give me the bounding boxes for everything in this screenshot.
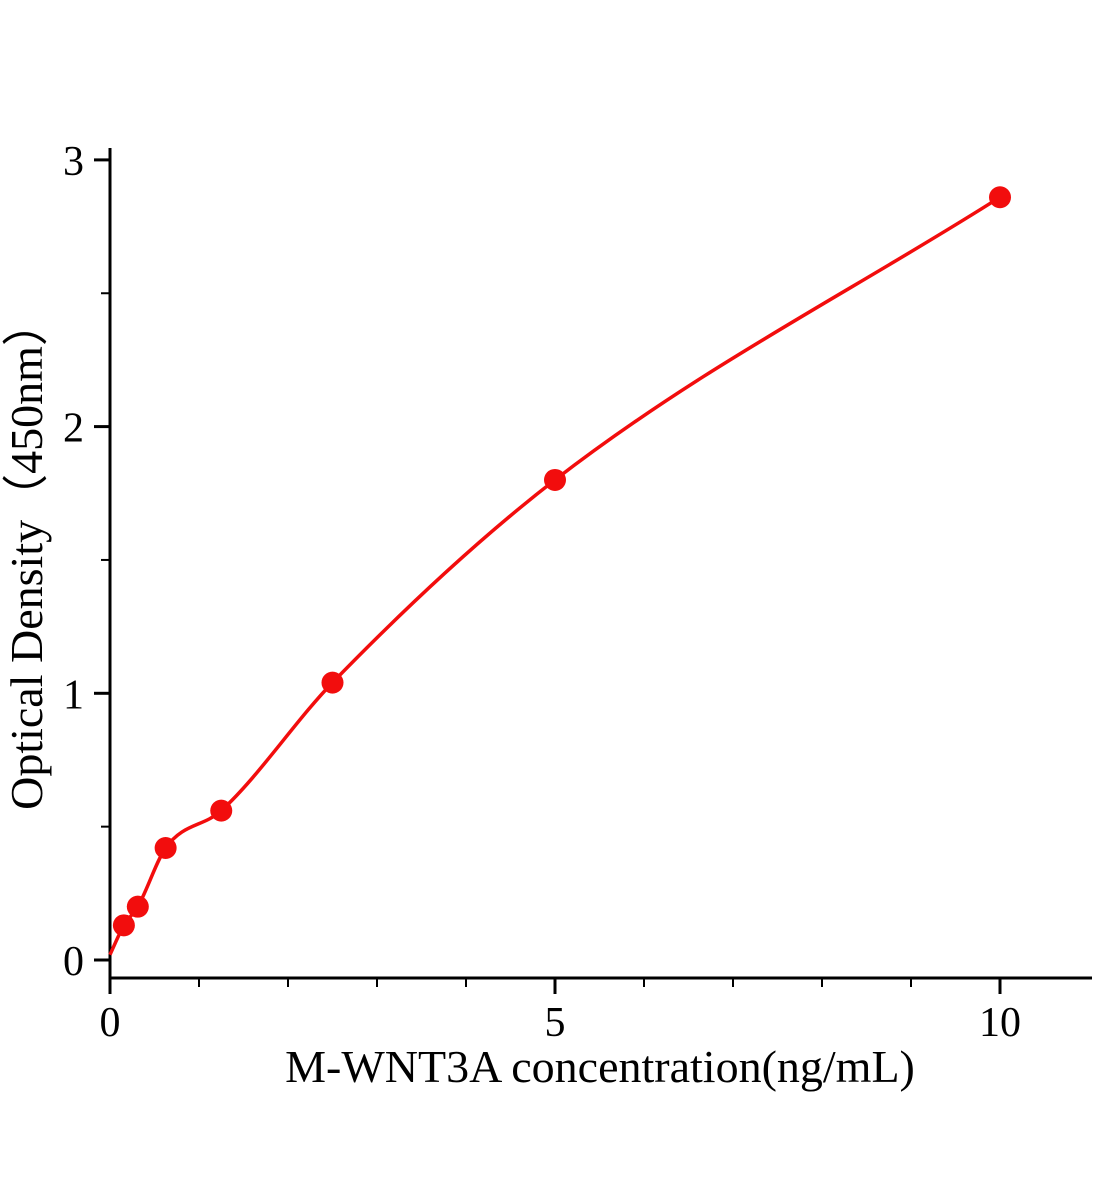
y-axis-title: Optical Density（450nm） bbox=[1, 300, 52, 810]
y-tick-label: 3 bbox=[63, 139, 84, 185]
data-point bbox=[126, 895, 149, 918]
y-tick-label: 2 bbox=[63, 406, 84, 452]
x-tick-label: 5 bbox=[545, 1000, 566, 1046]
y-tick-label: 1 bbox=[63, 672, 84, 718]
data-point bbox=[321, 671, 344, 694]
fit-curve bbox=[108, 195, 1001, 956]
x-axis-title: M-WNT3A concentration(ng/mL) bbox=[285, 1041, 915, 1092]
data-point bbox=[112, 914, 135, 937]
data-point bbox=[210, 799, 233, 822]
data-point bbox=[154, 836, 177, 859]
chart-plot-layer: 0 5 10 0 1 2 3 bbox=[63, 139, 1092, 1046]
x-tick-label: 10 bbox=[979, 1000, 1021, 1046]
y-tick-label: 0 bbox=[63, 939, 84, 985]
data-point bbox=[989, 186, 1011, 209]
x-tick-label: 0 bbox=[100, 1000, 121, 1046]
data-point bbox=[544, 468, 566, 491]
